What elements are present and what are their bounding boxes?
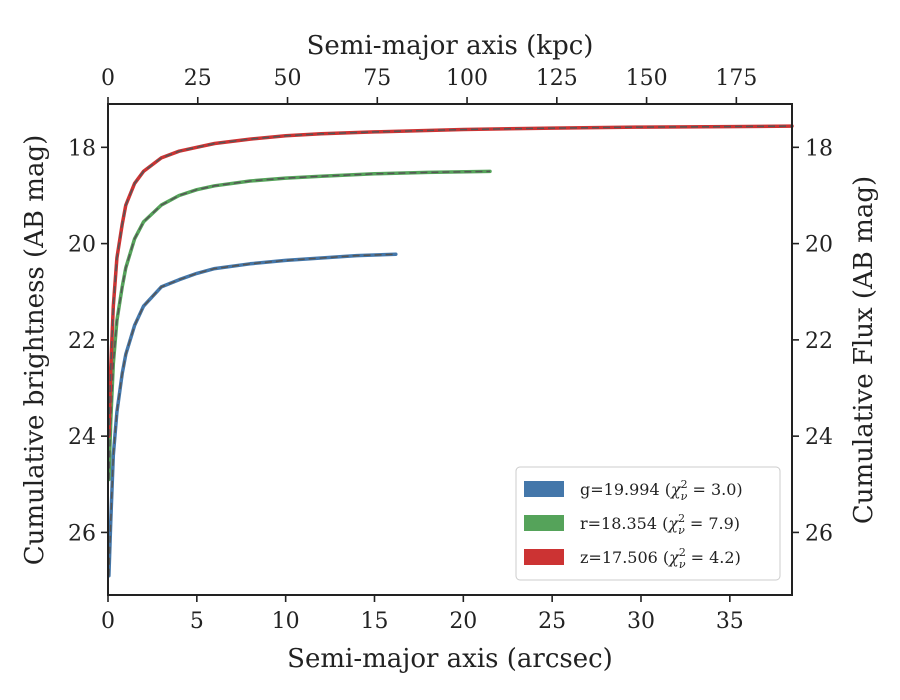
y-tick-label-0: 18 [68, 136, 96, 161]
x-tick-label-5: 25 [538, 609, 566, 634]
y2-tick-label-2: 22 [805, 329, 833, 354]
legend-label-2: z=17.506 (χ2 ν = 4.2) [580, 546, 741, 571]
y-tick-label-4: 26 [68, 521, 96, 546]
x-tick-label-4: 20 [449, 609, 477, 634]
y-tick-label-1: 20 [68, 233, 96, 258]
y-tick-label-3: 24 [68, 425, 96, 450]
legend: g=19.994 (χ2 ν = 3.0) r=18.354 (χ2 ν = 7.9)… [515, 466, 781, 581]
legend-swatch-1 [524, 515, 564, 531]
x2-tick-label-4: 100 [446, 66, 488, 91]
y2-tick-label-0: 18 [805, 136, 833, 161]
y-tick-label-2: 22 [68, 329, 96, 354]
legend-label-1: r=18.354 (χ2 ν = 7.9) [580, 512, 740, 537]
fit-line-2 [108, 125, 793, 437]
series-line-1 [107, 169, 492, 482]
y2-tick-label-3: 24 [805, 425, 833, 450]
y2-tick-label-1: 20 [805, 233, 833, 258]
y2-tick-label-4: 26 [805, 521, 833, 546]
x2-tick-label-3: 75 [363, 66, 391, 91]
legend-swatch-0 [524, 481, 564, 497]
y-axis-title: Cumulative brightness (AB mag) [20, 135, 50, 566]
y2-axis-title: Cumulative Flux (AB mag) [849, 176, 879, 524]
x-tick-label-1: 5 [190, 609, 204, 634]
x2-tick-label-0: 0 [101, 66, 115, 91]
axes-layer: 0 5 10 15 20 25 30 35 0 25 50 75 100 125 150 175 18 18 20 2… [68, 66, 833, 634]
x2-tick-label-1: 25 [184, 66, 212, 91]
fit-line-0 [108, 253, 396, 576]
x-tick-label-7: 35 [716, 609, 744, 634]
x2-axis-title: Semi-major axis (kpc) [307, 31, 594, 61]
series-layer [107, 124, 794, 578]
x-axis-title: Semi-major axis (arcsec) [287, 644, 613, 674]
x-tick-label-3: 15 [360, 609, 388, 634]
legend-swatch-2 [524, 549, 564, 565]
legend-box [515, 466, 781, 581]
x2-tick-label-5: 125 [536, 66, 578, 91]
x2-tick-label-7: 175 [715, 66, 757, 91]
legend-label-0: g=19.994 (χ2 ν = 3.0) [580, 478, 743, 503]
x2-tick-label-2: 50 [274, 66, 302, 91]
x-tick-label-2: 10 [272, 609, 300, 634]
plot-frame [107, 103, 793, 596]
x2-tick-label-6: 150 [626, 66, 668, 91]
x-tick-label-6: 30 [627, 609, 655, 634]
x-tick-label-0: 0 [101, 609, 115, 634]
